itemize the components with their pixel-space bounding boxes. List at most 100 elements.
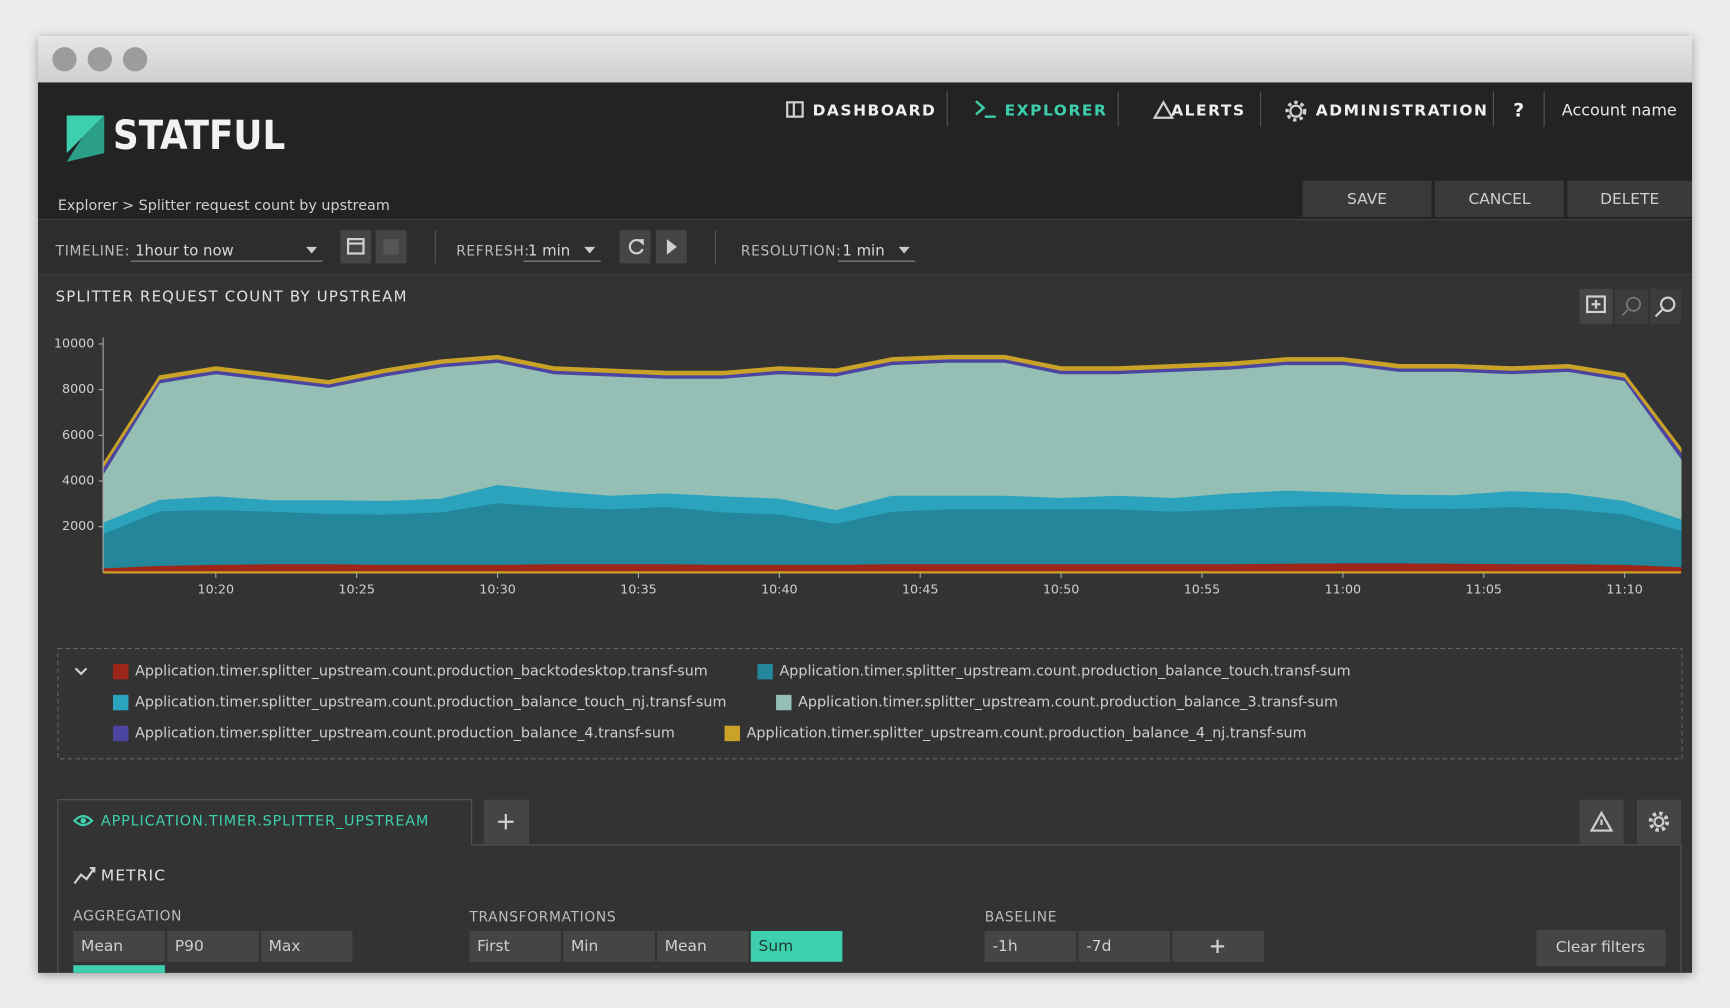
aggregation-selected (73, 965, 165, 973)
timeline-select[interactable]: 1hour to now (135, 241, 234, 259)
legend-label[interactable]: Application.timer.splitter_upstream.coun… (135, 725, 675, 741)
minimize-button[interactable] (87, 47, 112, 72)
y-tick-label: 4000 (62, 472, 94, 487)
baseline-label: BASELINE (985, 910, 1057, 926)
x-tick-label: 10:20 (198, 582, 235, 597)
app-window: STATFUL Account name Explorer > Splitter… (38, 36, 1692, 973)
x-tick-label: 10:30 (479, 582, 516, 597)
legend-label[interactable]: Application.timer.splitter_upstream.coun… (779, 664, 1350, 680)
caret (898, 246, 910, 254)
tab-outline (57, 799, 1682, 973)
screen: STATFUL Account name Explorer > Splitter… (38, 36, 1692, 973)
option-label: Max (269, 937, 301, 955)
timeline-label: TIMELINE: (55, 243, 130, 259)
chart-title: SPLITTER REQUEST COUNT BY UPSTREAM (56, 288, 408, 306)
x-tick-label: 10:25 (338, 582, 375, 597)
option-button[interactable] (657, 930, 749, 962)
section-title: METRIC (101, 866, 166, 884)
account-name[interactable]: Account name (1562, 101, 1677, 120)
option-button[interactable] (750, 930, 843, 962)
option-label: Min (571, 937, 598, 955)
toolbar (38, 219, 1692, 275)
option-label: P90 (175, 937, 204, 955)
reload-button[interactable] (619, 230, 651, 264)
nav-item[interactable]: ADMINISTRATION (1316, 102, 1489, 120)
action-label: SAVE (1347, 190, 1387, 208)
y-tick-label: 2000 (62, 518, 94, 533)
action-button[interactable] (1302, 180, 1432, 218)
x-tick-label: 10:35 (620, 582, 657, 597)
x-tick-label: 11:05 (1465, 582, 1502, 597)
legend-swatch (776, 694, 792, 711)
nav-item[interactable]: ? (1513, 101, 1525, 122)
legend-swatch (757, 663, 773, 680)
x-tick-label: 11:10 (1606, 582, 1643, 597)
option-button[interactable] (984, 930, 1077, 962)
title-bar (38, 36, 1692, 83)
plus-icon (1210, 939, 1225, 954)
nav-separators (946, 91, 1545, 127)
legend-box (57, 647, 1683, 760)
option-label: First (477, 937, 509, 955)
x-tick-label: 10:40 (761, 582, 798, 597)
options: Mean P90 Max First Min Mean Sum -1h -7d (73, 930, 1264, 962)
y-tick-label: 6000 (62, 427, 94, 442)
legend-swatch (113, 694, 129, 711)
legend-label[interactable]: Application.timer.splitter_upstream.coun… (798, 695, 1338, 711)
zoom-button[interactable] (122, 47, 148, 72)
metric-icon (73, 866, 96, 885)
option-label: Mean (665, 937, 707, 955)
action-label: DELETE (1600, 190, 1659, 208)
logo-mark (66, 115, 105, 154)
calendar-button[interactable] (340, 230, 372, 264)
option-button[interactable] (260, 930, 353, 962)
option-button[interactable] (73, 930, 165, 962)
close-button[interactable] (52, 47, 77, 72)
option-button[interactable] (469, 930, 562, 962)
caret (306, 246, 318, 254)
option-button[interactable] (167, 930, 259, 962)
clear-filters-button[interactable] (1536, 929, 1666, 967)
y-tick-label: 10000 (54, 335, 94, 350)
query-tab[interactable]: APPLICATION.TIMER.SPLITTER_UPSTREAM (101, 814, 429, 830)
zoom-tools (1579, 288, 1681, 325)
search-button[interactable] (1650, 288, 1681, 325)
legend-label[interactable]: Application.timer.splitter_upstream.coun… (135, 664, 708, 680)
option-label: Sum (759, 937, 794, 955)
action-label: CANCEL (1468, 190, 1530, 208)
visibility-icon[interactable] (72, 815, 94, 827)
transformations-label: TRANSFORMATIONS (468, 910, 616, 926)
action-button[interactable] (1567, 180, 1692, 218)
resolution-select[interactable]: 1 min (842, 241, 884, 259)
x-tick-label: 10:45 (902, 582, 939, 597)
logo-text[interactable]: STATFUL (113, 113, 285, 159)
logo-mark (66, 115, 105, 162)
refresh-label: REFRESH: (456, 243, 530, 259)
nav-item[interactable]: DASHBOARD (813, 102, 937, 120)
settings-button[interactable] (1636, 799, 1681, 844)
option-button[interactable] (563, 930, 655, 962)
area (102, 354, 1682, 470)
action-button[interactable] (1434, 180, 1565, 218)
y-tick-label: 8000 (62, 381, 94, 396)
legend-swatch (113, 725, 129, 742)
option-button[interactable] (1078, 930, 1171, 962)
clear-filters-label: Clear filters (1556, 938, 1645, 956)
caret (584, 246, 596, 254)
x-tick-label: 11:00 (1325, 582, 1362, 597)
refresh-select[interactable]: 1 min (528, 241, 570, 259)
option-label: Mean (81, 937, 123, 955)
plot: 2000 4000 6000 8000 10000 10:20 10:25 10:30 10:3… (54, 335, 1682, 597)
legend-label[interactable]: Application.timer.splitter_upstream.coun… (747, 725, 1307, 741)
legend-label[interactable]: Application.timer.splitter_upstream.coun… (135, 695, 726, 711)
legend-swatch (113, 663, 129, 680)
option-label: -7d (1086, 937, 1111, 955)
nav-item[interactable]: EXPLORER (1005, 102, 1108, 120)
breadcrumb: Explorer > Splitter request count by ups… (58, 198, 390, 214)
x-tick-label: 10:55 (1184, 582, 1221, 597)
nav-icons (786, 100, 1307, 122)
legend-collapse[interactable] (74, 667, 88, 676)
zoom-out-button[interactable] (1614, 288, 1648, 325)
resolution-label: RESOLUTION: (741, 243, 842, 259)
nav-item[interactable]: ALERTS (1171, 102, 1245, 120)
